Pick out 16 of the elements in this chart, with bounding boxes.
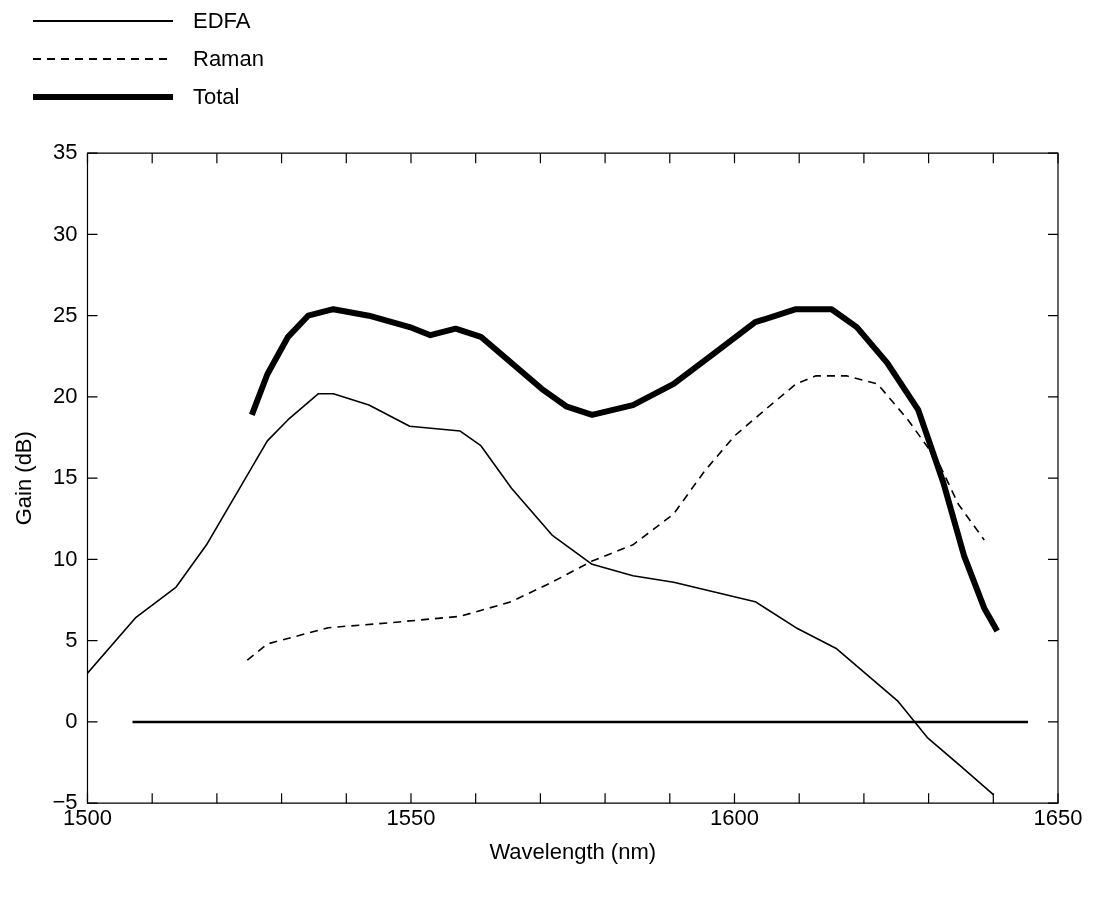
y-tick-label: 15 [53,464,78,490]
legend-label: EDFA [193,8,251,34]
y-tick-label: 30 [53,220,78,246]
y-tick-label: 10 [53,545,78,571]
legend-label: Total [193,84,240,110]
x-tick-label: 1550 [386,805,436,831]
x-tick-label: 1650 [1033,805,1083,831]
y-tick-label: 0 [65,708,78,734]
y-tick-label: 20 [53,383,78,409]
x-axis-title: Wavelength (nm) [489,838,657,864]
y-axis-title: Gain (dB) [11,431,37,526]
legend-label: Raman [193,46,264,72]
y-tick-label: 25 [53,301,78,327]
y-tick-label: 35 [53,139,78,165]
y-tick-label: 5 [65,626,78,652]
x-tick-label: 1600 [710,805,759,831]
